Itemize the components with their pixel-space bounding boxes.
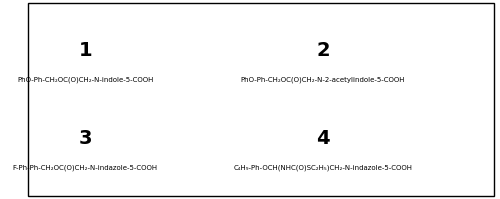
Text: C₄H₉-Ph-OCH(NHC(O)SC₂H₅)CH₂-N-indazole-5-COOH: C₄H₉-Ph-OCH(NHC(O)SC₂H₅)CH₂-N-indazole-5… xyxy=(234,165,412,171)
Text: F-Ph-Ph-CH₂OC(O)CH₂-N-indazole-5-COOH: F-Ph-Ph-CH₂OC(O)CH₂-N-indazole-5-COOH xyxy=(13,165,158,171)
Text: 4: 4 xyxy=(316,129,330,148)
Text: PhO-Ph-CH₂OC(O)CH₂-N-2-acetylindole-5-COOH: PhO-Ph-CH₂OC(O)CH₂-N-2-acetylindole-5-CO… xyxy=(240,77,405,83)
Text: 1: 1 xyxy=(78,41,92,60)
Text: PhO-Ph-CH₂OC(O)CH₂-N-indole-5-COOH: PhO-Ph-CH₂OC(O)CH₂-N-indole-5-COOH xyxy=(17,77,154,83)
Text: 3: 3 xyxy=(78,129,92,148)
Text: 2: 2 xyxy=(316,41,330,60)
